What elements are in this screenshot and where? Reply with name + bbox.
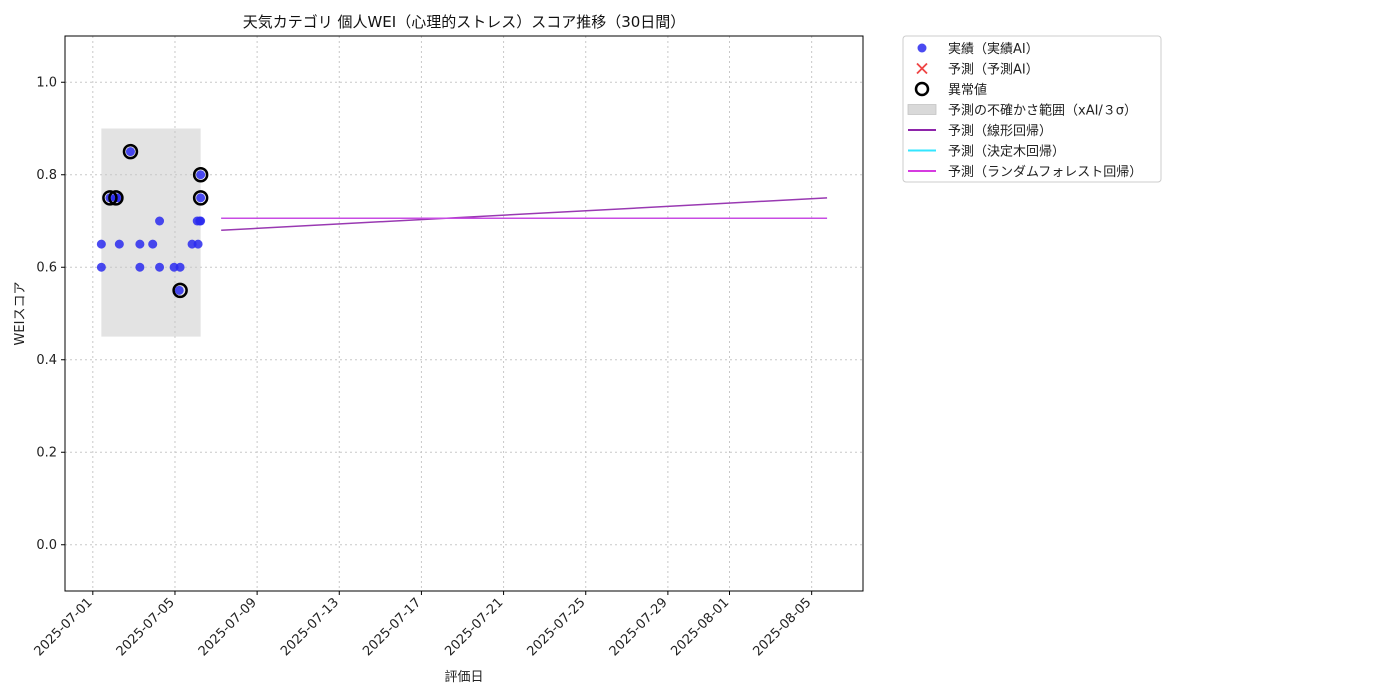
y-axis-ticks: 0.0 0.2 0.4 0.6 0.8 1.0: [36, 75, 65, 553]
x-tick-label: 2025-07-09: [196, 595, 260, 659]
actual-point: [175, 262, 185, 272]
y-tick-label: 1.0: [36, 75, 57, 90]
x-axis-ticks: 2025-07-01 2025-07-05 2025-07-09 2025-07-13…: [32, 591, 814, 659]
y-tick-label: 0.2: [36, 445, 57, 460]
prediction-line: [221, 197, 828, 231]
legend-box: [902, 35, 1162, 183]
uncertainty-band-layer: [101, 128, 201, 337]
y-tick-label: 0.6: [36, 260, 57, 275]
legend-patch-icon: [907, 104, 937, 115]
x-tick-label: 2025-07-21: [442, 595, 506, 659]
y-tick-label: 0.4: [36, 353, 57, 368]
actual-point: [196, 170, 206, 180]
actual-point: [155, 216, 165, 226]
actual-point: [135, 239, 145, 249]
anomaly-marker: [102, 190, 118, 206]
actual-point: [174, 285, 184, 295]
actual-point: [196, 216, 206, 226]
anomaly-layer: [102, 143, 209, 299]
uncertainty-band: [101, 128, 201, 337]
x-tick-label: 2025-07-29: [607, 595, 671, 659]
x-tick-label: 2025-08-05: [750, 595, 814, 659]
actual-point: [135, 262, 145, 272]
prediction-lines-layer: [221, 197, 828, 231]
legend-ring-icon: [914, 81, 930, 97]
actual-point: [114, 239, 124, 249]
x-tick-label: 2025-07-25: [525, 595, 589, 659]
legend-cross-icon: [916, 62, 928, 75]
y-tick-label: 0.8: [36, 168, 57, 183]
anomaly-marker: [122, 143, 139, 160]
x-axis-label: 評価日: [444, 670, 483, 685]
grid-layer: [65, 36, 863, 591]
y-axis-label: WEIスコア: [13, 282, 28, 346]
legend-label: 予測（決定木回帰）: [948, 144, 1065, 160]
legend-label: 実績（実績AI）: [948, 41, 1039, 57]
actual-point: [193, 239, 203, 249]
x-tick-label: 2025-07-13: [278, 595, 342, 659]
legend-label: 予測の不確かさ範囲（xAI/３σ）: [948, 103, 1137, 119]
legend-label: 予測（予測AI）: [948, 63, 1039, 78]
anomaly-marker: [172, 282, 188, 299]
actual-point: [155, 262, 165, 272]
actual-point: [96, 262, 106, 272]
chart-title: 天気カテゴリ 個人WEI（心理的ストレス）スコア推移（30日間）: [243, 13, 686, 31]
actual-point: [125, 147, 135, 157]
anomaly-marker: [192, 190, 209, 206]
x-tick-label: 2025-07-05: [114, 595, 178, 659]
plot-frame: [64, 35, 864, 592]
anomaly-marker: [192, 167, 209, 183]
x-tick-label: 2025-07-17: [360, 595, 424, 659]
legend-dot-icon: [917, 43, 927, 53]
actual-point: [96, 239, 106, 249]
legend-label: 予測（ランダムフォレスト回帰）: [948, 164, 1142, 180]
anomaly-marker: [108, 190, 124, 206]
legend-label: 異常値: [948, 82, 987, 98]
actual-point: [148, 239, 158, 249]
y-tick-label: 0.0: [36, 538, 57, 553]
legend-label: 予測（線形回帰）: [948, 123, 1052, 139]
x-tick-label: 2025-08-01: [668, 595, 732, 659]
actual-point: [196, 193, 206, 203]
x-tick-label: 2025-07-01: [32, 595, 96, 659]
